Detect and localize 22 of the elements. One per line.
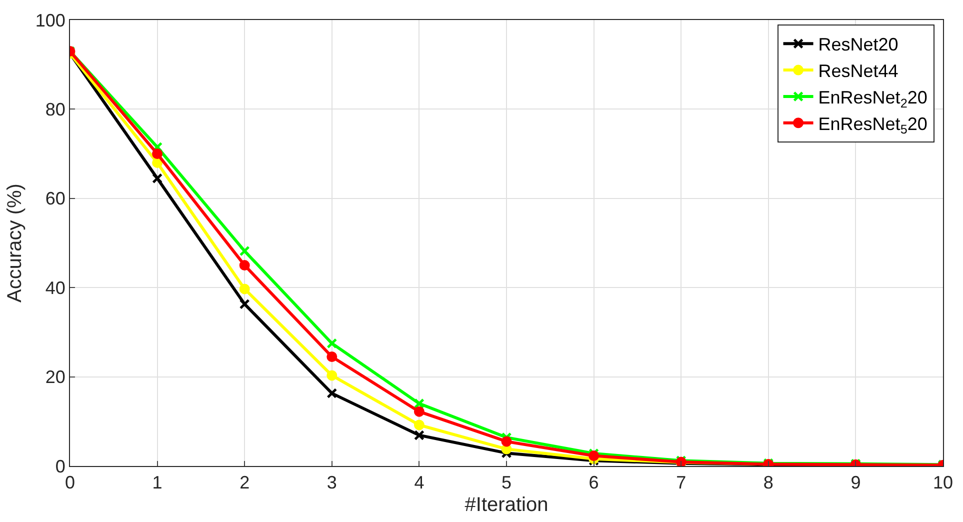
legend-label: EnResNet$_{5}$20: [818, 114, 928, 137]
x-tick-label: 5: [501, 472, 512, 493]
y-tick-label: 40: [45, 278, 66, 298]
x-tick-label: 3: [326, 472, 337, 493]
legend-label: ResNet20: [818, 34, 898, 55]
y-tick-label: 80: [45, 100, 66, 120]
y-axis-title: Accuracy (%): [4, 184, 26, 302]
y-tick-label: 20: [45, 367, 66, 388]
legend-label: ResNet44: [818, 61, 898, 82]
x-axis-title: #Iteration: [464, 494, 548, 516]
y-tick-label: 60: [45, 188, 66, 209]
x-tick-label: 8: [763, 472, 774, 493]
x-tick-label: 1: [152, 472, 162, 493]
x-tick-label: 7: [676, 472, 686, 493]
x-tick-label: 10: [932, 472, 954, 493]
legend-label: EnResNet$_{2}$20: [818, 87, 928, 110]
x-tick-label: 2: [240, 472, 250, 493]
y-tick-label: 0: [55, 456, 66, 476]
x-tick-label: 6: [588, 472, 599, 493]
x-tick-label: 9: [850, 472, 861, 493]
y-tick-label: 100: [35, 10, 66, 30]
x-tick-label: 4: [414, 472, 424, 493]
